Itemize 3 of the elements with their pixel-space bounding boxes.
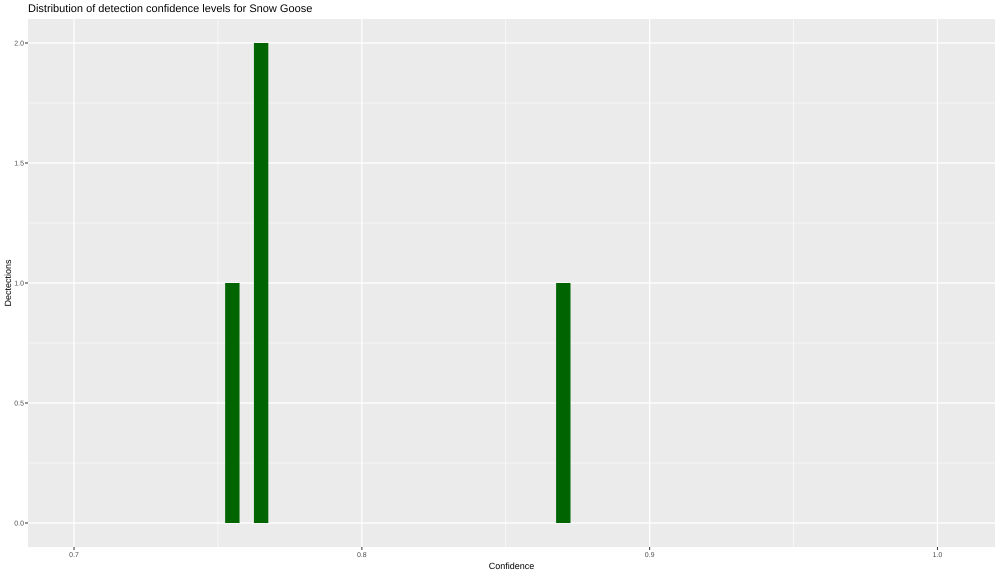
chart-title: Distribution of detection confidence levels for Snow Goose bbox=[28, 3, 312, 15]
y-axis-title: Dectections bbox=[3, 258, 13, 307]
x-axis-title: Confidence bbox=[488, 561, 534, 571]
